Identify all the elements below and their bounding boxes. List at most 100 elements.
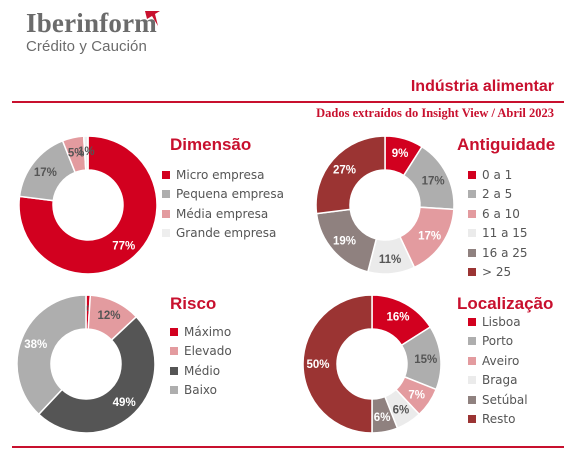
- legend-item-grande-empresa: Grande empresa: [162, 224, 284, 244]
- legend-swatch: [162, 190, 170, 199]
- legend-swatch: [170, 347, 178, 356]
- slice-label-6-a-10: 17%: [418, 230, 441, 242]
- legend-item-6-a-10: 6 a 10: [468, 204, 528, 224]
- legend-label: Braga: [482, 373, 518, 388]
- slice-label-16-a-25: 19%: [333, 236, 356, 248]
- legend-swatch: [468, 170, 476, 179]
- legend-item-porto: Porto: [468, 332, 528, 352]
- chart-title-risco: Risco: [170, 294, 217, 313]
- slice-label-setubal: 6%: [374, 412, 391, 424]
- legend-item-elevado: Elevado: [170, 342, 232, 362]
- legend-label: Resto: [482, 412, 516, 427]
- slice-25: [315, 135, 386, 215]
- chart-title-antiguidade: Antiguidade: [457, 135, 556, 154]
- donut-localizacao: 16% 15% 7% 6%6% 50%: [302, 294, 442, 434]
- legend-item-0-a-1: 0 a 1: [468, 165, 528, 185]
- brand-name: Iberinform: [26, 8, 157, 38]
- legend-swatch: [170, 366, 178, 375]
- legend-localizacao: Lisboa Porto Aveiro Braga Setúbal Resto: [468, 312, 528, 429]
- legend-item-11-a-15: 11 a 15: [468, 224, 528, 244]
- legend-antiguidade: 0 a 1 2 a 5 6 a 10 11 a 15 16 a 25 > 25: [468, 165, 528, 282]
- legend-item-baixo: Baixo: [170, 381, 232, 401]
- legend-swatch: [468, 229, 476, 238]
- legend-item-maximo: Máximo: [170, 322, 232, 342]
- legend-item-resto: Resto: [468, 410, 528, 430]
- page-subtitle: Dados extraídos do Insight View / Abril …: [316, 106, 554, 120]
- legend-item-pequena-empresa: Pequena empresa: [162, 185, 284, 205]
- legend-item-25: > 25: [468, 263, 528, 283]
- legend-label: Máximo: [184, 324, 232, 339]
- legend-label: 0 a 1: [482, 167, 513, 182]
- legend-item-micro-empresa: Micro empresa: [162, 165, 284, 185]
- legend-label: Setúbal: [482, 392, 528, 407]
- legend-label: Médio: [184, 363, 221, 378]
- slice-label-micro-empresa: 77%: [112, 241, 135, 253]
- slice-medio: [37, 315, 156, 434]
- slice-label-2-a-5: 17%: [422, 175, 445, 187]
- legend-risco: Máximo Elevado Médio Baixo: [170, 322, 232, 400]
- slice-label-porto: 15%: [414, 354, 437, 366]
- slice-label-lisboa: 16%: [386, 312, 409, 324]
- slice-label-25: 27%: [333, 164, 356, 176]
- legend-item-aveiro: Aveiro: [468, 351, 528, 371]
- legend-item-media-empresa: Média empresa: [162, 204, 284, 224]
- brand-arrow-icon: [145, 11, 160, 26]
- legend-label: 6 a 10: [482, 206, 520, 221]
- legend-label: 2 a 5: [482, 187, 513, 202]
- legend-swatch: [468, 209, 476, 218]
- legend-swatch: [468, 337, 476, 346]
- legend-swatch: [162, 209, 170, 218]
- brand-logo: Iberinform Crédito y Caución: [26, 8, 157, 55]
- slice-label-aveiro: 7%: [408, 389, 425, 401]
- legend-label: Lisboa: [482, 314, 521, 329]
- slice-resto: [302, 294, 373, 434]
- slice-label-grande-empresa: 1%: [78, 146, 95, 158]
- chart-title-dimensao: Dimensão: [170, 135, 252, 154]
- legend-swatch: [468, 415, 476, 424]
- legend-swatch: [170, 386, 178, 395]
- legend-swatch: [468, 248, 476, 257]
- legend-label: Baixo: [184, 383, 217, 398]
- slice-label-11-a-15: 11%: [379, 254, 401, 266]
- legend-swatch: [468, 268, 476, 277]
- slice-grande-empresa: [82, 135, 89, 171]
- legend-label: 16 a 25: [482, 245, 528, 260]
- legend-label: Micro empresa: [176, 167, 265, 182]
- legend-label: 11 a 15: [482, 226, 528, 241]
- legend-label: Pequena empresa: [176, 187, 284, 202]
- donut-risco: 1% 12%49%38%: [16, 294, 156, 434]
- slice-label-0-a-1: 9%: [392, 148, 409, 160]
- footer-divider: [12, 446, 564, 448]
- legend-swatch: [170, 327, 178, 336]
- donut-antiguidade: 9% 17% 17% 11% 19% 27%: [315, 135, 455, 275]
- legend-label: Elevado: [184, 344, 232, 359]
- legend-item-medio: Médio: [170, 361, 232, 381]
- slice-label-medio: 49%: [113, 397, 136, 409]
- legend-label: Porto: [482, 334, 514, 349]
- slice-label-elevado: 12%: [97, 310, 120, 322]
- legend-swatch: [468, 356, 476, 365]
- legend-item-lisboa: Lisboa: [468, 312, 528, 332]
- slice-label-media-empresa: 5%: [68, 147, 85, 159]
- legend-label: Média empresa: [176, 206, 269, 221]
- legend-swatch: [468, 376, 476, 385]
- legend-swatch: [162, 170, 170, 179]
- slice-label-resto: 50%: [306, 359, 329, 371]
- brand-subtitle: Crédito y Caución: [26, 38, 147, 55]
- legend-item-2-a-5: 2 a 5: [468, 185, 528, 205]
- legend-label: Aveiro: [482, 353, 520, 368]
- legend-label: > 25: [482, 265, 512, 280]
- legend-dimensao: Micro empresa Pequena empresa Média empres…: [162, 165, 284, 243]
- chart-title-localizacao: Localização: [457, 294, 554, 313]
- slice-label-baixo: 38%: [24, 339, 47, 351]
- legend-item-16-a-25: 16 a 25: [468, 243, 528, 263]
- slice-baixo: [16, 294, 87, 416]
- slice-micro-empresa: [18, 135, 158, 275]
- header-divider: [12, 101, 564, 103]
- donut-dimensao: 77% 17% 5%1%: [18, 135, 158, 275]
- legend-label: Grande empresa: [176, 226, 277, 241]
- slice-label-pequena-empresa: 17%: [34, 167, 57, 179]
- legend-swatch: [468, 190, 476, 199]
- page-title: Indústria alimentar: [410, 78, 554, 95]
- legend-swatch: [468, 317, 476, 326]
